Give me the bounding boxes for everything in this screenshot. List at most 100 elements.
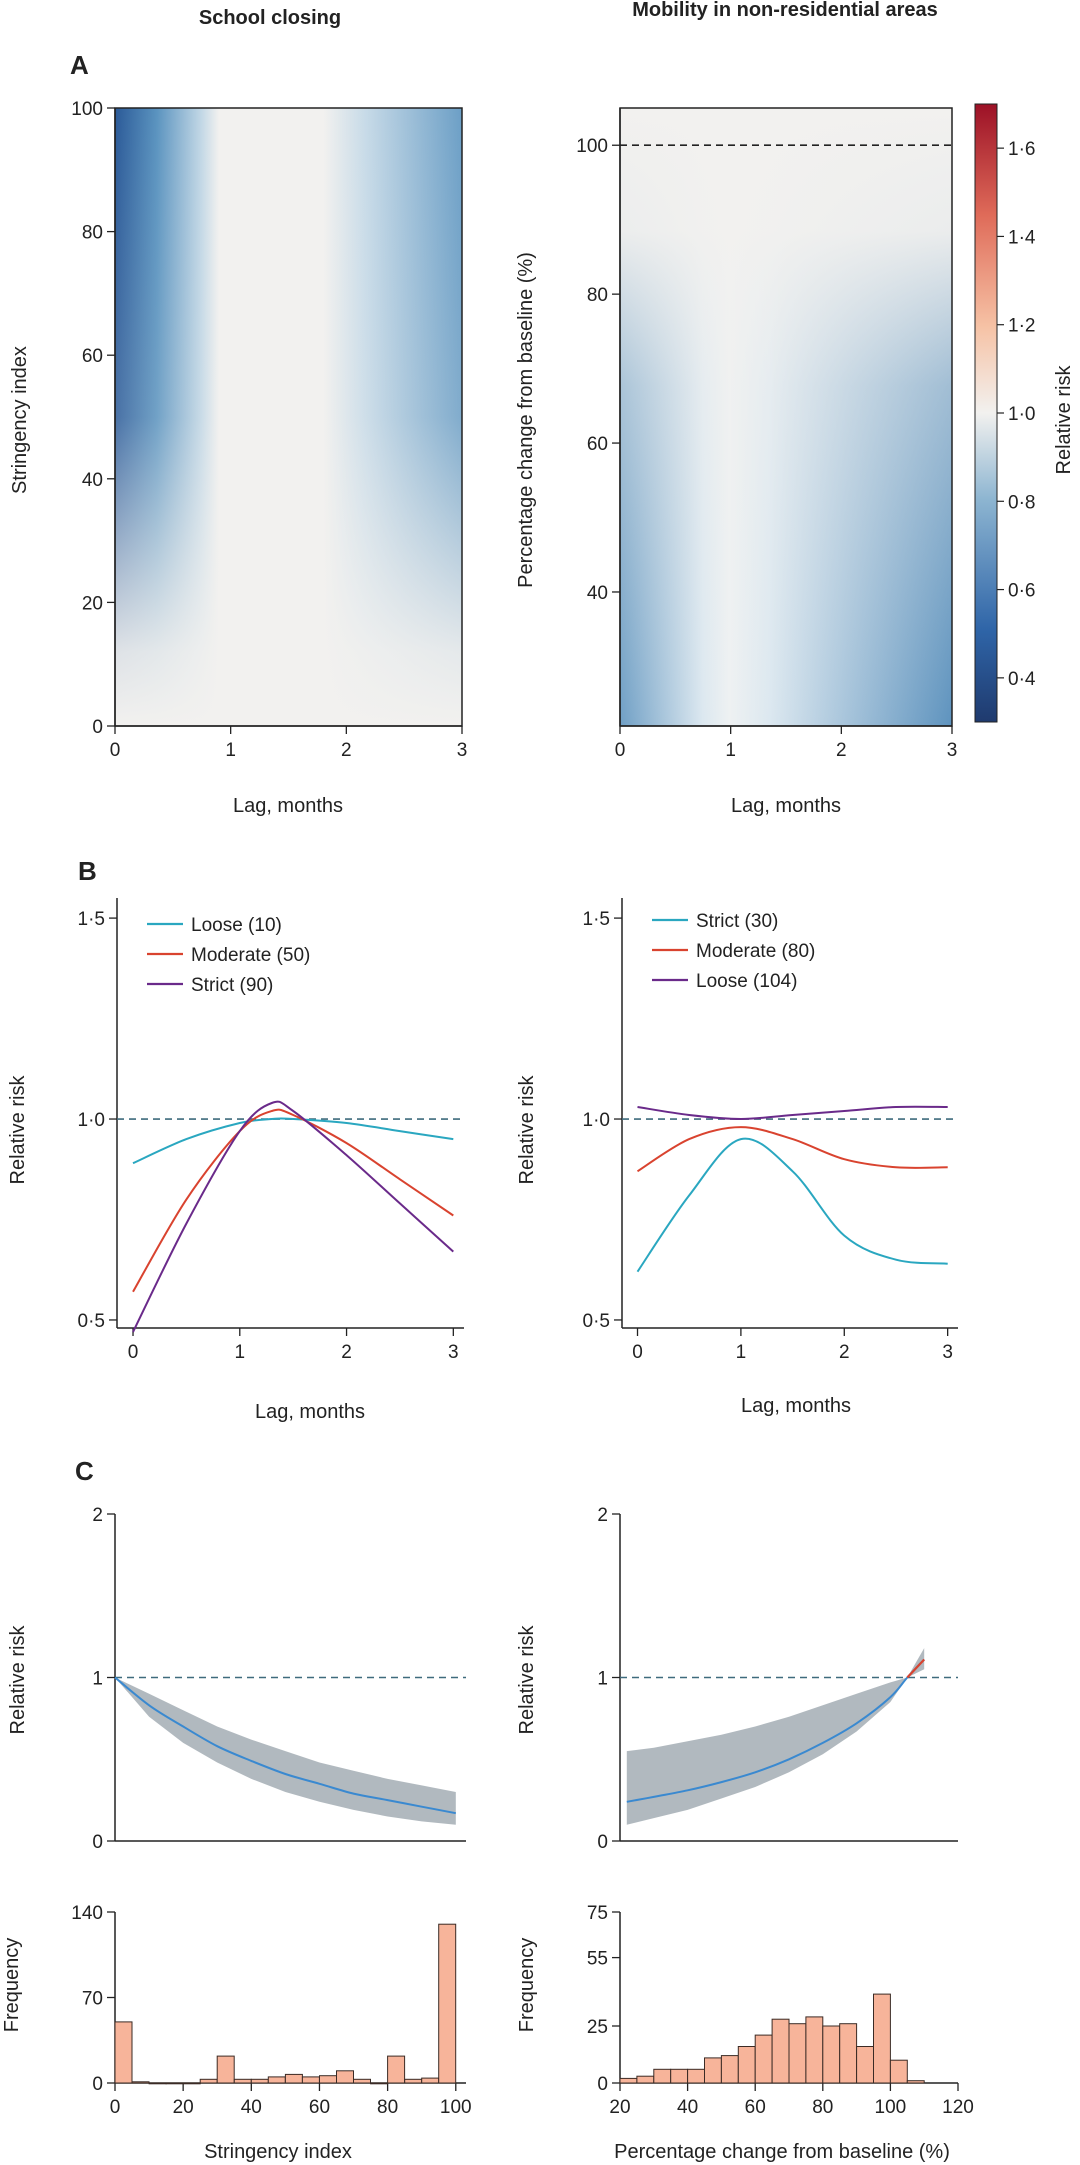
ylabel-b-left: Relative risk [7,1075,29,1185]
ylabel-b-right: Relative risk [516,1075,538,1185]
axH-right-bar [737,2046,756,2084]
axB-right-x-tick-label: 0 [632,1342,643,1363]
axH-left-bar [319,2075,337,2084]
heatmap-a-left [114,107,463,727]
axes-b-right: 0 1 2 3 0·5 1·0 1·5 Strict (30) Moderate (80) Loo… [583,898,958,1363]
xlabel-hist-right: Percentage change from baseline (%) [614,2141,950,2163]
a-left-x-tick-label: 3 [457,740,468,761]
axH-left-bar [267,2076,286,2084]
axH-left-bar [148,2082,167,2085]
axB-left-series-line [132,1108,454,1293]
axB-left-x-tick-label: 3 [448,1342,459,1363]
axH-right-bar [856,2046,874,2084]
xlabel-a-right: Lag, months [731,795,841,817]
axH-right-bar [636,2075,655,2084]
axH-right-bar [670,2068,689,2084]
a-right-y-tick-label: 40 [587,583,608,604]
axes-a-left: 0 1 2 3 0 20 40 60 80 100 [71,99,467,761]
axC-right-confidence-band [626,1648,925,1825]
axH-left-bar [165,2082,184,2085]
a-left-x-tick-label: 0 [110,740,121,761]
a-left-x-tick-label: 2 [341,740,352,761]
axB-right-y-tick-label: 1·0 [583,1110,610,1131]
axH-right-y-tick-label: 55 [587,1949,608,1970]
axes-c-left: 0 1 2 [92,1505,466,1853]
panel-label-b: B [78,856,97,886]
axH-left-bar [182,2082,201,2085]
axB-right-x-tick-label: 3 [942,1342,953,1363]
heatmap-a-right [619,107,953,727]
axB-left-x-tick-label: 2 [341,1342,352,1363]
ylabel-hist-left: Frequency [1,1938,23,2033]
axC-left-y-tick-label: 2 [92,1505,103,1526]
axH-right-bar [906,2080,925,2084]
axH-right-x-tick-label: 40 [677,2097,698,2118]
axH-right-bar [653,2068,672,2084]
axH-left-bar [199,2078,218,2084]
a-right-x-tick-label: 0 [615,740,626,761]
axH-right-bar [771,2018,790,2084]
axH-right-x-tick-label: 80 [812,2097,833,2118]
colorbar-ticks: 0·4 0·6 0·8 1·0 1·2 1·4 1·6 [997,139,1036,690]
axH-right-bar [619,2077,638,2084]
axH-left-x-tick-label: 100 [440,2097,472,2118]
heatmap-a-left-shading [115,108,462,726]
a-right-x-tick-label: 1 [725,740,736,761]
axH-left-bar [131,2081,150,2084]
axH-left-bar [421,2077,440,2084]
axH-left-bar [370,2082,389,2085]
xlabel-b-left: Lag, months [255,1401,365,1423]
a-left-y-tick-label: 60 [82,346,103,367]
xlabel-b-right: Lag, months [741,1395,851,1417]
colorbar [974,103,998,723]
colorbar-tick-label: 1·6 [1008,139,1035,160]
axB-left-x-tick-label: 1 [234,1342,245,1363]
axC-right-y-tick-label: 1 [597,1669,608,1690]
axC-left-estimate-line [114,1676,456,1815]
axC-left-y-tick-label: 1 [92,1669,103,1690]
a-left-x-tick-label: 1 [225,740,236,761]
colorbar-tick-label: 1·2 [1008,316,1035,337]
panel-label-a: A [70,50,89,80]
axH-left-x-tick-label: 0 [110,2097,121,2118]
axes-hist-left: 0 20 40 60 80 100 0 70 140 [71,1903,471,2118]
c-right-risk-tail [906,1658,926,1679]
axH-right-bar [720,2055,739,2084]
a-left-y-tick-label: 20 [82,593,103,614]
axH-right-y-tick-label: 0 [597,2074,608,2095]
ylabel-a-right: Percentage change from baseline (%) [515,252,537,588]
axB-left-series-line [132,1117,454,1165]
colorbar-tick-label: 0·6 [1008,581,1035,602]
axH-right-y-tick-label: 25 [587,2017,608,2038]
axH-left-bar [216,2055,235,2084]
axH-right-bar [704,2057,722,2084]
header-mobility: Mobility in non-residential areas [632,0,938,21]
axH-right-bar [805,2016,824,2084]
colorbar-tick-label: 1·0 [1008,404,1035,425]
axB-right-y-tick-label: 0·5 [583,1311,610,1332]
axH-left-bar [353,2078,371,2084]
axH-right-bar [754,2034,773,2084]
axes-b-left: 0 1 2 3 0·5 1·0 1·5 Loose (10) Moderate (50) Stri… [78,898,464,1363]
axB-right-y-tick-label: 1·5 [583,909,610,930]
axH-left-x-tick-label: 80 [377,2097,398,2118]
axB-left-legend-label: Strict (90) [191,975,273,996]
axC-right-y-tick-label: 2 [597,1505,608,1526]
a-left-y-tick-label: 40 [82,470,103,491]
axes-c-right: 0 1 2 [597,1505,958,1853]
axes-hist-right: 20 40 60 80 100 120 0 25 55 75 [587,1903,974,2118]
axH-left-bar [284,2073,303,2084]
a-right-x-tick-label: 2 [836,740,847,761]
axB-left-legend-label: Loose (10) [191,915,282,936]
xlabel-hist-left: Stringency index [204,2141,352,2163]
axC-right-y-tick-label: 0 [597,1832,608,1853]
axH-left-bar [233,2078,252,2084]
a-right-x-tick-label: 3 [947,740,958,761]
axB-left-y-tick-label: 1·5 [78,909,105,930]
colorbar-tick-label: 1·4 [1008,227,1036,248]
axB-left-legend-label: Moderate (50) [191,945,310,966]
axH-left-x-tick-label: 60 [309,2097,330,2118]
a-left-y-tick-label: 100 [71,99,103,120]
axH-left-x-tick-label: 20 [173,2097,194,2118]
axB-right-x-tick-label: 1 [736,1342,747,1363]
